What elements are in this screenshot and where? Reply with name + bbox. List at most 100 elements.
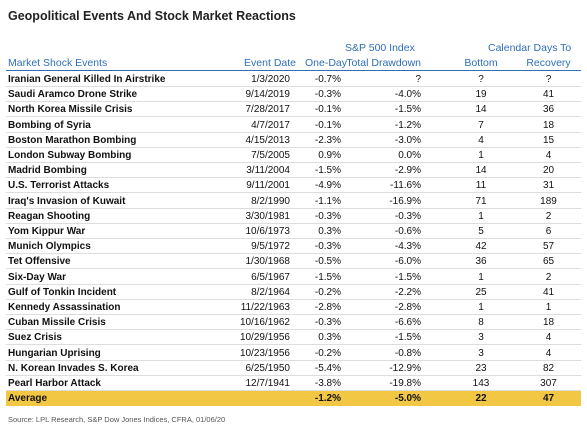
table-cell: 0.9% [318, 150, 341, 161]
table-cell: ? [545, 74, 552, 85]
table-cell: 1 [545, 302, 552, 313]
table-cell: 0.3% [318, 332, 341, 344]
table-cell: Yom Kippur War [8, 226, 86, 237]
table-cell: 36 [475, 256, 487, 268]
table-cell: 189 [540, 195, 557, 207]
table-cell: -11.6% [390, 180, 421, 192]
table-cell: 12/7/1941 [245, 378, 291, 389]
table-cell: Gulf of Tonkin Incident [8, 286, 117, 298]
table-cell: 8/2/1964 [251, 286, 290, 298]
table-cell: 3/30/1981 [245, 210, 291, 222]
table-cell: 5 [478, 226, 484, 237]
table-cell: -3.0% [394, 134, 421, 146]
table-cell: -12.9% [389, 362, 421, 374]
table-cell: -6.0% [394, 256, 421, 268]
table-cell: 36 [542, 104, 555, 116]
table-cell: -2.2% [394, 286, 421, 298]
column-header: Recovery [526, 57, 571, 69]
table-cell: -0.1% [314, 119, 341, 131]
table-cell: -0.7% [314, 74, 341, 85]
table-cell: -5.4% [314, 362, 341, 374]
table-cell: 4/7/2017 [251, 119, 290, 131]
table-cell: 41 [542, 89, 555, 101]
table-row: Hungarian Uprising 10/23/1956 -0.2% -0.8% 3 4 [6, 346, 581, 361]
table-cell: 57 [542, 241, 555, 253]
table-row: Saudi Aramco Drone Strike 9/14/2019 -0.3% -… [6, 87, 581, 103]
table-cell: 82 [542, 362, 555, 374]
table-cell: 4 [545, 150, 552, 161]
table-cell: -6.6% [394, 317, 421, 329]
table-cell: 9/11/2001 [246, 180, 290, 192]
column-header: One-Day [304, 57, 347, 69]
table-row: Pearl Harbor Attack 12/7/1941 -3.8% -19.8% 1… [6, 376, 581, 391]
table-cell: -1.5% [394, 332, 421, 344]
table-cell: -1.2% [394, 119, 421, 131]
table-cell: Cuban Missile Crisis [8, 317, 106, 329]
table-cell: 9/14/2019 [245, 89, 291, 101]
table-cell: -0.2% [314, 347, 341, 359]
table-cell: 71 [475, 195, 487, 207]
table-cell: -0.3% [314, 89, 341, 101]
table-cell: ? [415, 74, 421, 85]
table-cell: -0.1% [314, 104, 341, 116]
table-cell: Boston Marathon Bombing [8, 134, 137, 146]
table-cell: 11/22/1963 [240, 302, 290, 313]
table-cell: 3 [478, 332, 484, 344]
table-cell: Pearl Harbor Attack [8, 378, 101, 389]
table-cell: Hungarian Uprising [8, 347, 101, 359]
table-cell: Suez Crisis [8, 332, 62, 344]
table-cell: -4.0% [394, 89, 421, 101]
table-cell: 7/5/2005 [251, 150, 290, 161]
table-cell: 65 [542, 256, 555, 268]
table-row: Kennedy Assassination 11/22/1963 -2.8% -2.8… [6, 300, 581, 315]
table-cell: Munich Olympics [8, 241, 91, 253]
table-cell: 1 [478, 150, 484, 161]
table-row: U.S. Terrorist Attacks 9/11/2001 -4.9% -11.… [6, 178, 581, 194]
table-cell: -2.8% [314, 302, 341, 313]
table-cell: 23 [475, 362, 487, 374]
table-cell: 6 [545, 226, 552, 237]
table-cell: 15 [542, 134, 555, 146]
table-cell: 20 [542, 165, 555, 177]
table-cell: 47 [542, 393, 555, 405]
table-cell: 8/2/1990 [251, 195, 290, 207]
table-cell: 2 [545, 210, 552, 222]
table-cell: 42 [475, 241, 487, 253]
table-cell: 6/25/1950 [245, 362, 291, 374]
table-cell: Bombing of Syria [8, 119, 91, 131]
table-row: London Subway Bombing 7/5/2005 0.9% 0.0% 1 4 [6, 148, 581, 163]
table-cell: Iraq's Invasion of Kuwait [8, 195, 126, 207]
table-cell: ? [478, 74, 484, 85]
table-cell: -0.8% [394, 347, 421, 359]
table-cell: 1/3/2020 [251, 74, 290, 85]
table-cell: -4.9% [314, 180, 341, 192]
table-cell: 6/5/1967 [251, 271, 290, 283]
table-cell: -2.9% [394, 165, 421, 177]
table-cell: -0.3% [394, 210, 421, 222]
table-row: Munich Olympics 9/5/1972 -0.3% -4.3% 42 57 [6, 239, 581, 255]
table-cell: 25 [475, 286, 487, 298]
table-cell: -16.9% [389, 195, 421, 207]
table-row: N. Korean Invades S. Korea 6/25/1950 -5.4%… [6, 361, 581, 376]
table-row: Reagan Shooting 3/30/1981 -0.3% -0.3% 1 2 [6, 209, 581, 224]
table-cell: 2 [545, 271, 552, 283]
table-cell: 19 [475, 89, 487, 101]
average-row: Average -1.2% -5.0% 22 47 [6, 391, 581, 407]
table-cell: N. Korean Invades S. Korea [8, 362, 139, 374]
table-cell: 18 [542, 119, 555, 131]
table-cell: 10/23/1956 [239, 347, 290, 359]
table-cell: 7/28/2017 [245, 104, 291, 116]
table-cell: -0.3% [314, 241, 341, 253]
table-cell: Saudi Aramco Drone Strike [8, 89, 138, 101]
table-row: North Korea Missile Crisis 7/28/2017 -0.1%… [6, 102, 581, 118]
table-cell: Kennedy Assassination [8, 302, 121, 313]
table-cell: 14 [475, 165, 487, 177]
table-cell: 31 [542, 180, 555, 192]
table-cell: Tet Offensive [8, 256, 71, 268]
group-header: Calendar Days To [488, 42, 572, 54]
table-row: Boston Marathon Bombing 4/15/2013 -2.3% -3.… [6, 133, 581, 148]
table-cell: Six-Day War [8, 271, 66, 283]
group-header: S&P 500 Index [345, 42, 415, 54]
